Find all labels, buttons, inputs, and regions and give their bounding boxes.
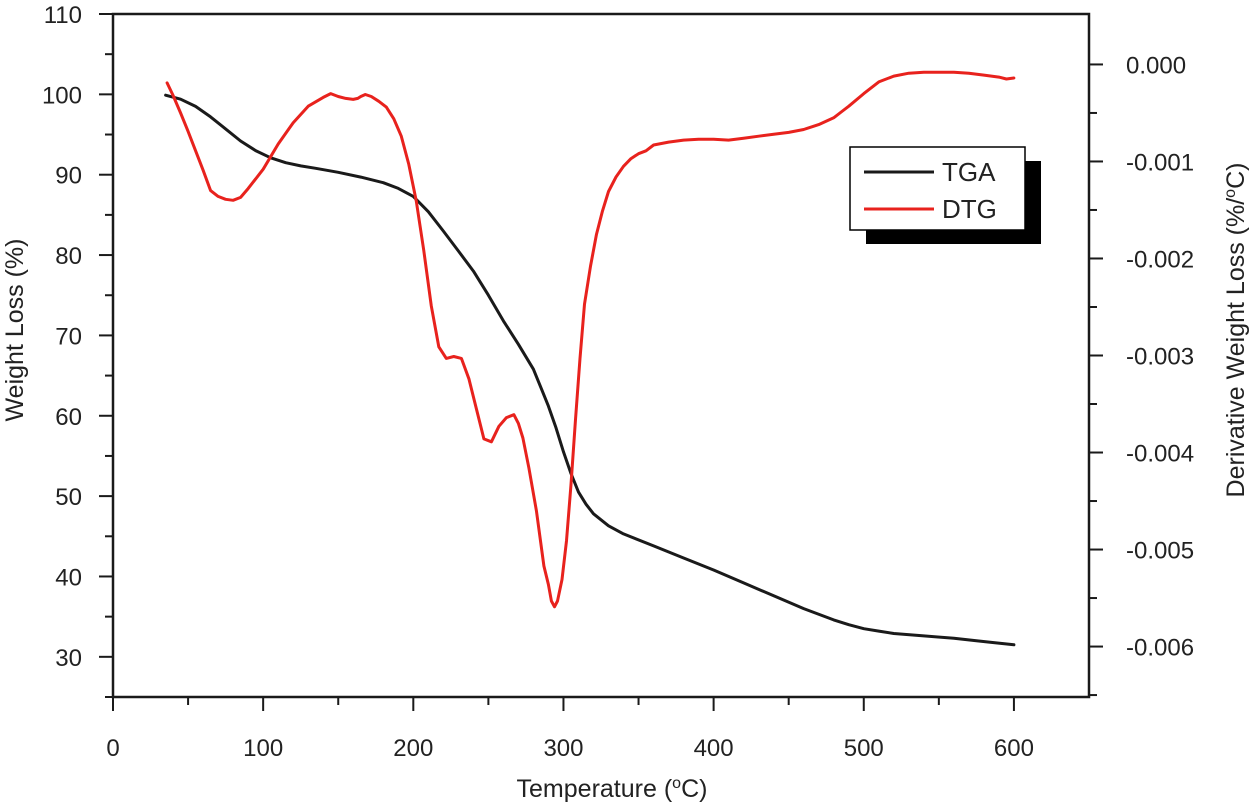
- y2-axis-title-main: Derivative Weight Loss (%/: [1222, 198, 1250, 498]
- x-tick-label: 600: [994, 735, 1034, 762]
- x-axis-title: Temperature (oC): [517, 775, 708, 803]
- tga-series-line: [164, 93, 1016, 647]
- x-tick-label: 400: [694, 735, 734, 762]
- x-tick-label: 200: [393, 735, 433, 762]
- y-tick-label: 90: [55, 163, 82, 190]
- y2-axis-title-sup: o: [1222, 189, 1239, 198]
- x-tick-label: 500: [844, 735, 884, 762]
- legend-dtg-label: DTG: [942, 194, 997, 224]
- x-axis-title-sup: o: [672, 775, 681, 792]
- y2-tick-label: -0.004: [1126, 441, 1194, 468]
- y2-tick-label: -0.001: [1126, 149, 1194, 176]
- y-tick-label: 30: [55, 645, 82, 672]
- dtg-series-line: [165, 70, 1016, 609]
- y2-tick-label: 0.000: [1126, 52, 1186, 79]
- y-tick-label: 70: [55, 323, 82, 350]
- legend: TGA DTG: [849, 146, 1041, 244]
- x-axis-title-main: Temperature (: [517, 775, 673, 803]
- y2-axis-title-end: C): [1222, 163, 1250, 189]
- y-tick-label: 40: [55, 564, 82, 591]
- y-tick-label: 60: [55, 404, 82, 431]
- y-axis-title: Weight Loss (%): [1, 239, 29, 422]
- y2-axis-title: Derivative Weight Loss (%/oC): [1222, 163, 1250, 498]
- y-tick-label: 80: [55, 243, 82, 270]
- y-tick-label: 100: [42, 82, 82, 109]
- x-axis-title-end: C): [681, 775, 707, 803]
- y-tick-label: 50: [55, 484, 82, 511]
- series-layer: [164, 70, 1016, 647]
- x-tick-label: 0: [106, 735, 119, 762]
- y-tick-label: 110: [44, 2, 82, 29]
- plot-frame: [111, 12, 1091, 699]
- y2-tick-label: -0.003: [1126, 344, 1194, 371]
- x-tick-label: 100: [243, 735, 283, 762]
- y2-tick-label: -0.002: [1126, 246, 1194, 273]
- y2-tick-label: -0.005: [1126, 538, 1194, 565]
- legend-box: [849, 146, 1026, 231]
- y2-tick-label: -0.006: [1126, 635, 1194, 662]
- x-tick-label: 300: [543, 735, 583, 762]
- axes-layer: 0 100 200 300 400 500 600 30 40 50 60 70 80 90 100 110 0…: [42, 2, 1194, 762]
- legend-tga-label: TGA: [942, 157, 996, 187]
